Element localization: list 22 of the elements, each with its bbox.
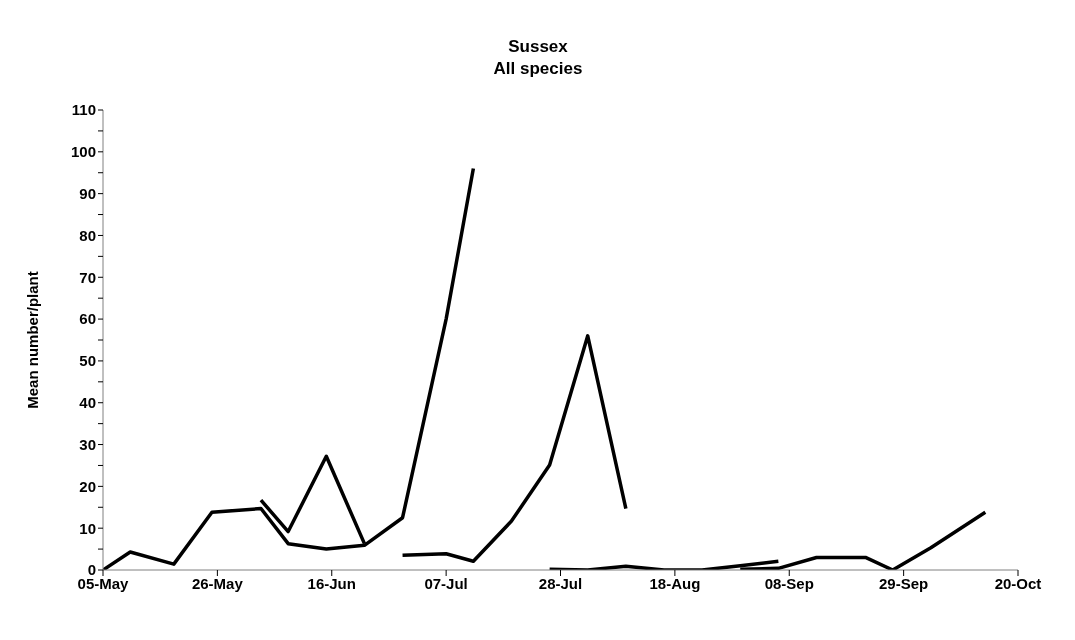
chart-subtitle: All species bbox=[492, 58, 584, 80]
y-tick-label: 20 bbox=[79, 477, 96, 495]
y-tick-label: 10 bbox=[79, 519, 96, 537]
y-tick-label: 50 bbox=[79, 352, 96, 370]
y-tick-label: 100 bbox=[70, 143, 96, 161]
y-tick-label: 60 bbox=[79, 310, 96, 328]
x-tick-label: 16-Jun bbox=[307, 574, 356, 592]
y-tick-label: 70 bbox=[79, 268, 96, 286]
y-tick-label: 110 bbox=[71, 101, 96, 119]
x-tick-label: 18-Aug bbox=[649, 574, 701, 592]
y-tick-label: 40 bbox=[79, 394, 96, 412]
y-tick-label: 90 bbox=[79, 184, 96, 202]
x-tick-label: 26-May bbox=[191, 574, 244, 592]
chart-title: Sussex bbox=[507, 36, 569, 58]
x-tick-label: 20-Oct bbox=[994, 574, 1042, 592]
x-tick-label: 07-Jul bbox=[424, 574, 468, 592]
y-tick-label: 80 bbox=[79, 226, 96, 244]
x-tick-label: 28-Jul bbox=[538, 574, 583, 592]
x-tick-label: 29-Sep bbox=[879, 574, 929, 592]
y-tick-label: 30 bbox=[79, 435, 96, 453]
x-tick-label: 08-Sep bbox=[764, 574, 814, 592]
y-axis-title: Mean number/plant bbox=[24, 271, 42, 409]
